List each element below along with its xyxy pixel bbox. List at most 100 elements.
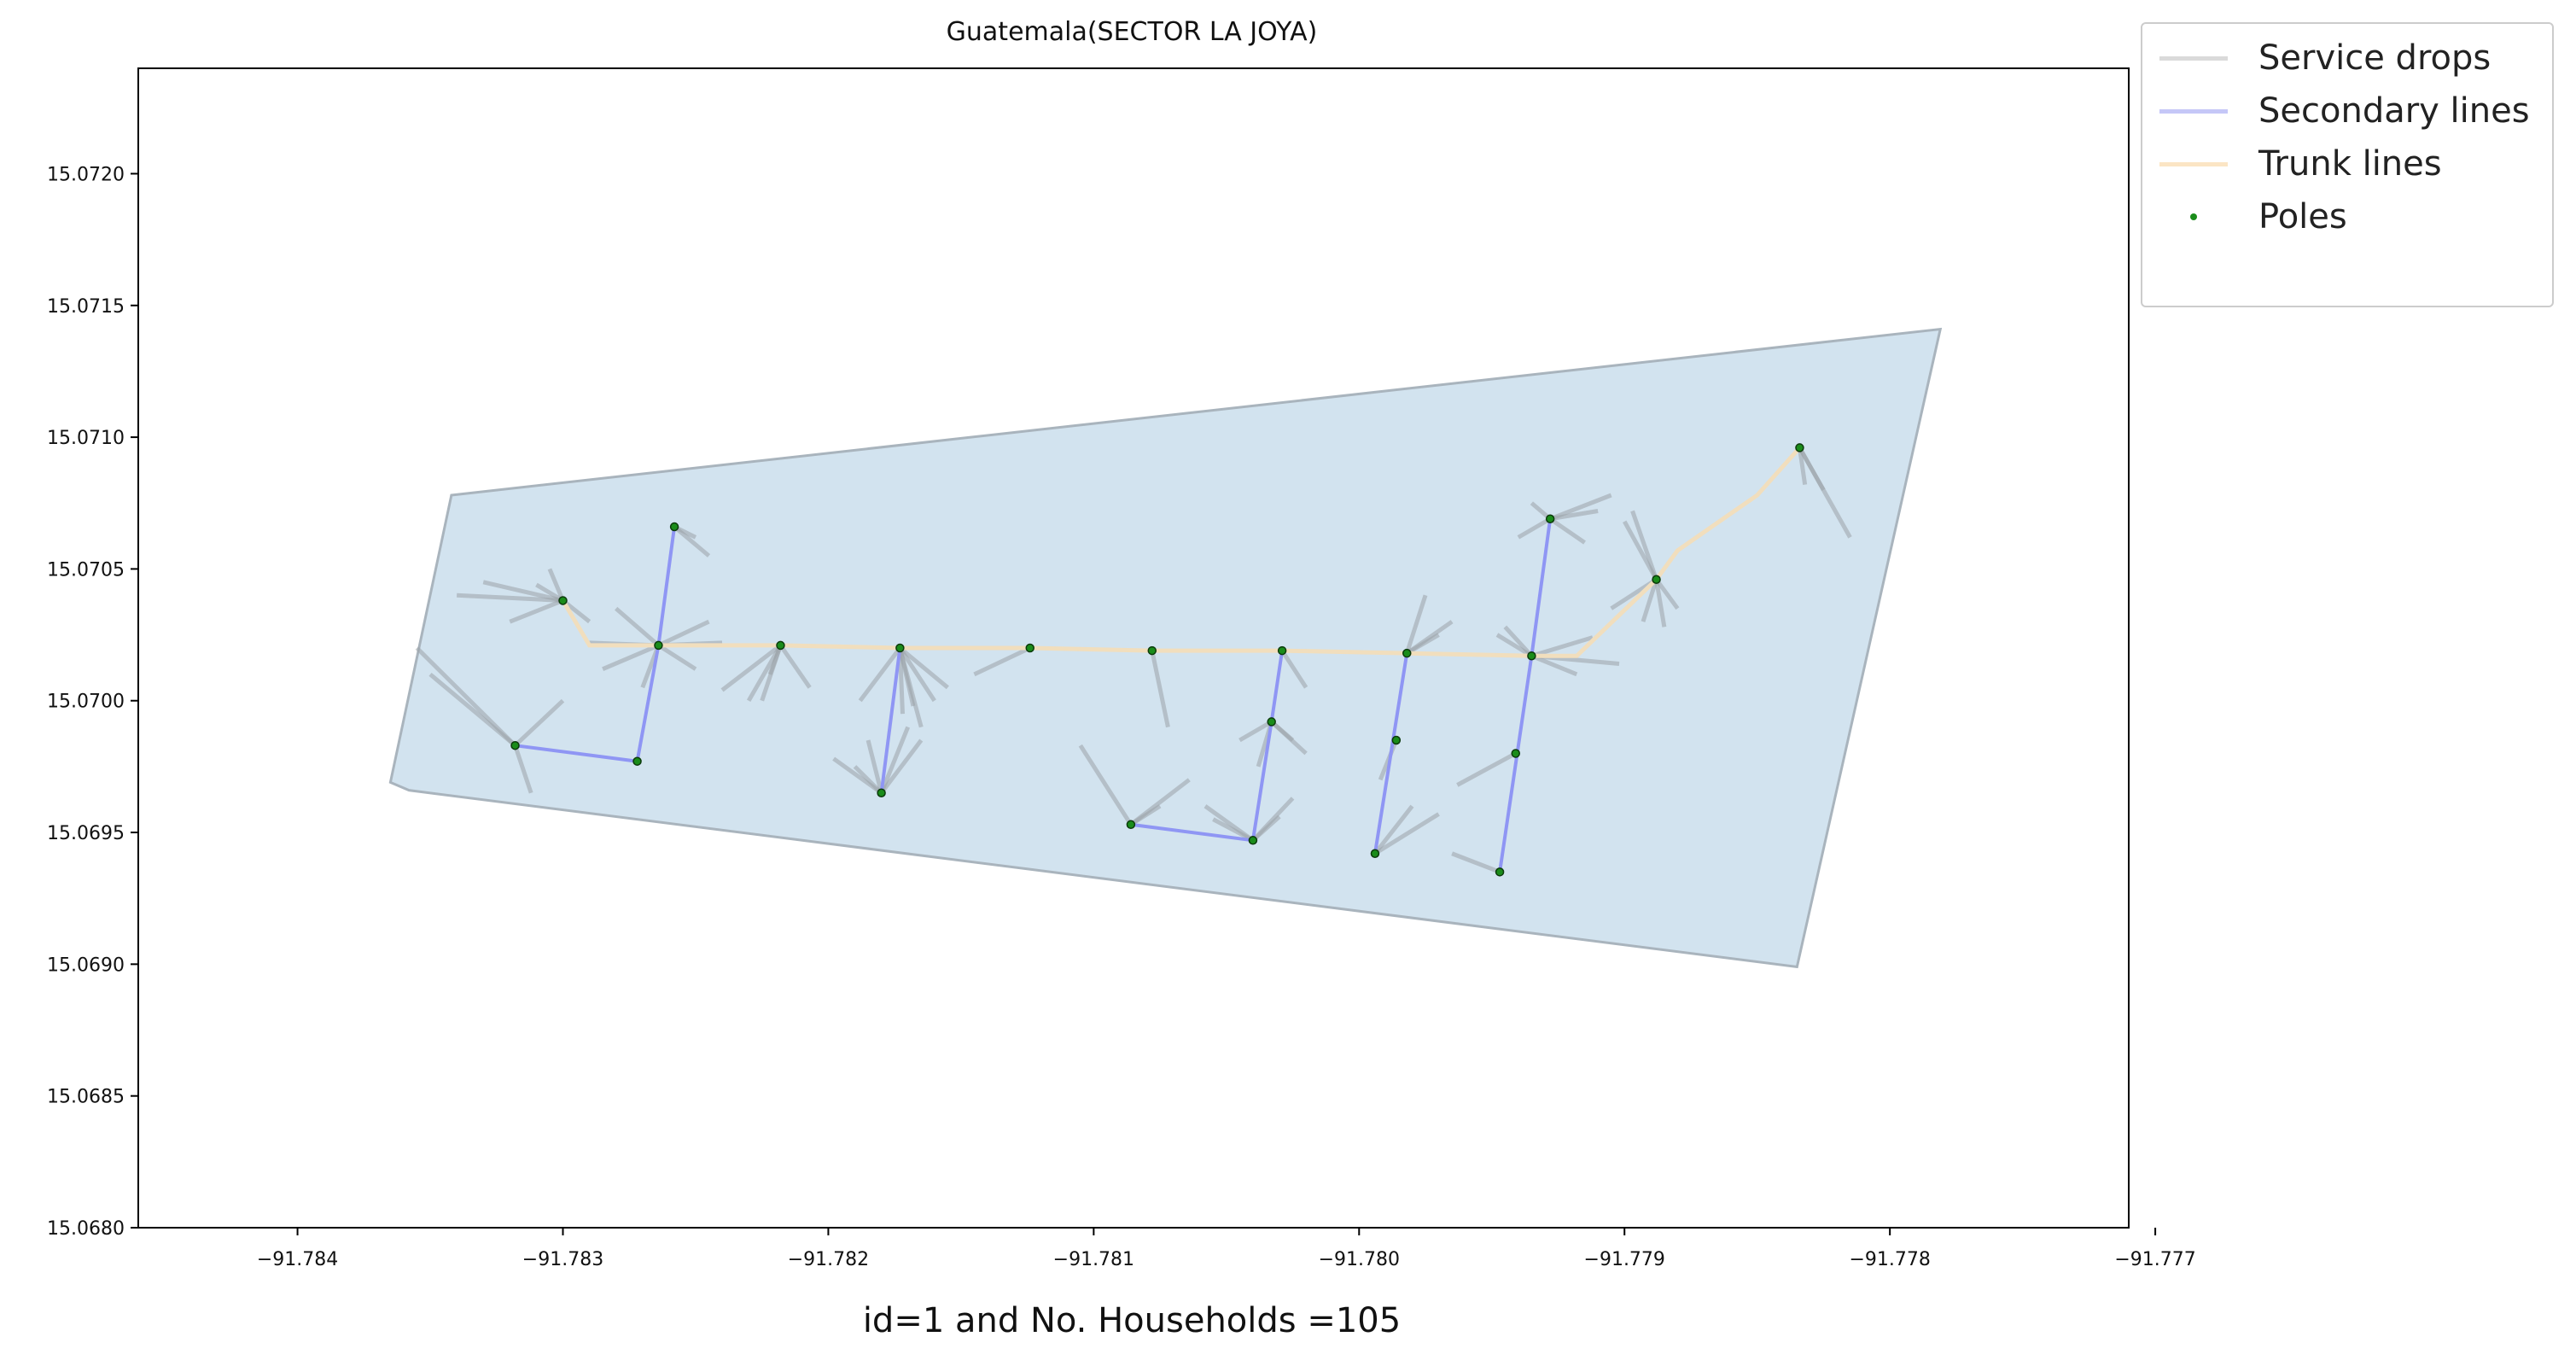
pole-point <box>1545 514 1555 524</box>
service-drop <box>1654 579 1667 628</box>
pole-point <box>654 640 663 651</box>
x-tick-label: −91.778 <box>1849 1249 1930 1270</box>
legend-item-poles: Poles <box>2142 191 2552 242</box>
pole-point <box>776 640 785 651</box>
service-drop <box>1530 653 1578 677</box>
service-drop <box>879 738 924 795</box>
service-drop <box>1654 578 1680 610</box>
pole-point <box>1248 836 1258 845</box>
pole-point <box>558 596 568 605</box>
service-drop <box>535 582 564 603</box>
legend-item-service-drops: Service drops <box>2142 32 2552 84</box>
service-drop <box>1623 520 1658 581</box>
service-drop <box>1373 812 1440 855</box>
secondary-line <box>879 647 902 794</box>
pole-point <box>1267 717 1276 727</box>
x-tick-label: −91.783 <box>522 1249 603 1270</box>
pole-point <box>1147 645 1157 656</box>
poles-layer <box>510 443 1804 877</box>
service-drop <box>1797 447 1808 486</box>
service-drop <box>720 643 782 692</box>
service-drop <box>513 698 565 748</box>
service-area-layer <box>388 327 1943 969</box>
pole-point <box>1370 849 1380 858</box>
service-drop <box>1548 517 1587 545</box>
service-drop <box>1270 720 1295 742</box>
service-drop <box>1251 814 1281 843</box>
x-tick-label: −91.784 <box>257 1249 338 1270</box>
pole-point <box>1025 643 1034 653</box>
service-drop <box>1404 594 1428 654</box>
pole-point <box>1511 749 1520 758</box>
service-drop <box>1238 720 1273 743</box>
service-drop <box>1078 744 1133 826</box>
service-drop <box>760 645 783 702</box>
service-drop <box>657 643 697 671</box>
legend-label: Service drops <box>2258 38 2491 78</box>
secondary-line <box>1373 652 1409 855</box>
legend: Service drops Secondary lines Trunk line… <box>2141 22 2554 307</box>
x-tick-label: −91.780 <box>1319 1249 1400 1270</box>
service-drop <box>1129 804 1162 826</box>
service-drop <box>1280 649 1308 689</box>
pole-point <box>1391 735 1402 745</box>
service-drop <box>778 644 812 689</box>
service-drop <box>615 606 661 647</box>
service-drop <box>1212 817 1255 843</box>
poles-swatch <box>2190 213 2197 220</box>
y-tick-label: 15.0710 <box>47 428 125 449</box>
service-drop <box>456 593 563 603</box>
pole-point <box>632 756 642 766</box>
y-axis: 15.0680 15.0685 15.0690 15.0695 15.0700 15.07… <box>47 164 138 1240</box>
pole-point <box>1795 443 1804 452</box>
service-area-polygon <box>388 327 1943 969</box>
service-drop <box>853 765 883 795</box>
service-drop <box>1503 625 1534 657</box>
x-tick-label: −91.782 <box>788 1249 869 1270</box>
pole-point <box>1277 645 1287 656</box>
pole-point <box>877 788 886 797</box>
pole-point <box>510 740 520 750</box>
service-drop <box>509 598 564 624</box>
secondary-line <box>1530 518 1553 657</box>
x-tick-label: −91.781 <box>1053 1249 1134 1270</box>
service-drop <box>898 646 936 703</box>
service-drop <box>897 647 924 728</box>
legend-label: Trunk lines <box>2258 144 2442 184</box>
service-drop <box>1456 751 1517 787</box>
legend-label: Poles <box>2258 197 2347 236</box>
service-drop <box>1798 447 1826 492</box>
service-drop <box>547 568 565 602</box>
y-tick-label: 15.0695 <box>47 823 125 844</box>
x-axis: −91.784 −91.783 −91.782 −91.781 −91.780 −91.7… <box>257 1228 2196 1270</box>
pole-point <box>1527 651 1536 661</box>
secondary-line <box>515 526 677 763</box>
service-drop <box>858 646 902 703</box>
service-drop <box>657 619 710 648</box>
service-drop <box>865 739 884 794</box>
chart-title: Guatemala(SECTOR LA JOYA) <box>946 17 1318 47</box>
secondary-lines-layer <box>515 518 1553 873</box>
plot-frame <box>137 67 2130 1229</box>
service-drop <box>428 672 517 748</box>
footer-caption: id=1 and No. Households =105 <box>862 1301 1402 1340</box>
service-drops-layer <box>415 447 1852 874</box>
secondary-line <box>1498 655 1534 873</box>
service-drop <box>1641 579 1658 622</box>
pole-point <box>1495 867 1505 877</box>
pole-point <box>669 522 679 532</box>
trunk-lines-swatch <box>2159 162 2228 166</box>
service-drop <box>1406 633 1440 656</box>
service-drop <box>1451 851 1501 874</box>
service-drop <box>1549 493 1612 522</box>
y-tick-label: 15.0685 <box>47 1087 125 1108</box>
legend-item-secondary-lines: Secondary lines <box>2142 85 2552 137</box>
y-tick-label: 15.0690 <box>47 954 125 976</box>
legend-label: Secondary lines <box>2258 91 2530 131</box>
service-drop <box>879 726 911 794</box>
y-tick-label: 15.0680 <box>47 1218 125 1240</box>
service-drop <box>513 744 533 794</box>
pole-point <box>895 643 905 653</box>
y-tick-label: 15.0705 <box>47 559 125 581</box>
